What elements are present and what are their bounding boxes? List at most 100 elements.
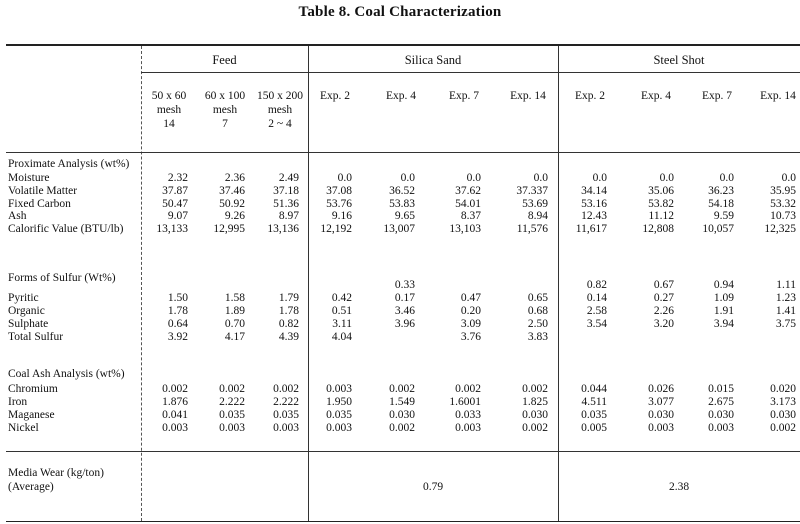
sulfur-cell: 1.89: [224, 305, 245, 317]
proximate-cell: 0.0: [466, 172, 481, 184]
proximate-cell: 9.65: [394, 210, 415, 223]
sulfur-section-heading: Forms of Sulfur (Wt%): [8, 272, 116, 284]
column-header-6-line1: Exp. 14: [510, 90, 546, 102]
proximate-cell: 2.36: [224, 172, 245, 184]
ash-cell: 0.026: [648, 383, 674, 395]
proximate-cell: 53.16: [581, 197, 607, 210]
sulfur-row-label: Organic: [8, 305, 45, 317]
ash-cell: 4.511: [581, 396, 607, 408]
ash-cell: 0.030: [770, 409, 796, 421]
ash-cell: 0.020: [770, 383, 796, 395]
proximate-cell: 50.47: [162, 197, 188, 210]
sulfur-cell: 1.09: [713, 292, 734, 304]
proximate-cell: 0.0: [400, 172, 415, 184]
proximate-cell: 11.12: [648, 210, 674, 223]
ash-cell: 0.003: [455, 422, 481, 434]
group-header-rule: [141, 72, 800, 73]
proximate-cell: 9.59: [713, 210, 734, 223]
sulfur-pre-value-7: 0.82: [586, 279, 607, 291]
sulfur-cell: 3.09: [460, 318, 481, 330]
proximate-row-label: Ash: [8, 210, 27, 223]
ash-section-heading: Coal Ash Analysis (wt%): [8, 368, 125, 380]
column-header-2-line3: 2 ~ 4: [268, 118, 292, 130]
proximate-cell: 53.82: [648, 197, 674, 210]
column-header-2-line2: mesh: [267, 104, 293, 116]
column-header-0-line2: mesh: [156, 104, 182, 116]
sulfur-cell: 0.64: [167, 318, 188, 330]
sulfur-cell: 0.68: [527, 305, 548, 317]
ash-cell: 1.6001: [449, 396, 481, 408]
sulfur-pre-value-4: 0.33: [394, 279, 415, 291]
media-wear-average-label: (Average): [8, 481, 54, 493]
ash-cell: 0.002: [389, 383, 415, 395]
sulfur-cell: 4.17: [224, 331, 245, 343]
proximate-cell: 53.76: [326, 197, 352, 210]
sulfur-cell: 0.51: [331, 305, 352, 317]
proximate-cell: 13,007: [383, 223, 415, 236]
header-bottom-rule: [6, 152, 800, 153]
ash-row-label: Iron: [8, 396, 28, 408]
ash-row-label: Chromium: [8, 383, 58, 395]
proximate-cell: 37.62: [455, 184, 481, 197]
sulfur-cell: 0.27: [653, 292, 674, 304]
sulfur-cell: 0.47: [460, 292, 481, 304]
ash-row-label: Nickel: [8, 422, 39, 434]
proximate-row-label: Volatile Matter: [8, 184, 78, 197]
sulfur-cell: 0.65: [527, 292, 548, 304]
group-steel-shot: Steel Shot: [653, 53, 705, 67]
ash-cell: 2.222: [273, 396, 299, 408]
sulfur-cell: 0.82: [278, 318, 299, 330]
column-header-7-line1: Exp. 2: [574, 90, 606, 102]
feed-silica-divider: [308, 46, 309, 521]
proximate-cell: 37.18: [273, 184, 299, 197]
proximate-cell: 12.43: [581, 210, 607, 223]
sulfur-cell: 3.20: [653, 318, 674, 330]
group-feed: Feed: [212, 53, 237, 67]
proximate-cell: 2.49: [278, 172, 299, 184]
ash-cell: 0.003: [648, 422, 674, 434]
ash-row-label: Maganese: [8, 409, 55, 421]
proximate-cell: 9.16: [331, 210, 352, 223]
ash-cell: 0.003: [326, 422, 352, 434]
proximate-cell: 53.83: [389, 197, 415, 210]
ash-cell: 0.030: [708, 409, 734, 421]
ash-cell: 0.003: [162, 422, 188, 434]
proximate-cell: 54.18: [708, 197, 734, 210]
proximate-row-label: Fixed Carbon: [8, 197, 71, 210]
proximate-cell: 13,133: [156, 223, 188, 236]
sulfur-cell: 3.96: [394, 318, 415, 330]
ash-cell: 0.003: [326, 383, 352, 395]
ash-cell: 0.002: [522, 422, 548, 434]
ash-cell: 0.041: [162, 409, 188, 421]
proximate-cell: 37.87: [162, 184, 188, 197]
sulfur-cell: 3.46: [394, 305, 415, 317]
sulfur-cell: 3.54: [586, 318, 607, 330]
column-header-4-line1: Exp. 4: [385, 90, 417, 102]
sulfur-pre-value-10: 1.11: [776, 279, 796, 291]
column-header-9-line1: Exp. 7: [701, 90, 733, 102]
sulfur-cell: 3.83: [527, 331, 548, 343]
ash-cell: 0.003: [219, 422, 245, 434]
proximate-cell: 8.97: [278, 210, 299, 223]
ash-cell: 0.033: [455, 409, 481, 421]
ash-cell: 0.044: [581, 383, 607, 395]
ash-cell: 0.002: [455, 383, 481, 395]
sulfur-cell: 1.91: [713, 305, 734, 317]
proximate-cell: 10.73: [770, 210, 796, 223]
proximate-cell: 37.337: [516, 184, 548, 197]
proximate-cell: 9.26: [224, 210, 245, 223]
ash-cell: 0.002: [219, 383, 245, 395]
column-header-1-line3: 7: [222, 118, 228, 130]
sulfur-cell: 0.14: [586, 292, 607, 304]
column-header-10-line1: Exp. 14: [760, 90, 796, 102]
proximate-cell: 0.0: [533, 172, 548, 184]
ash-cell: 0.035: [219, 409, 245, 421]
proximate-cell: 11,576: [516, 223, 548, 236]
proximate-cell: 12,325: [764, 223, 796, 236]
proximate-cell: 11,617: [575, 223, 607, 236]
ash-cell: 0.002: [162, 383, 188, 395]
media-wear-label: Media Wear (kg/ton): [8, 467, 104, 479]
sulfur-cell: 0.70: [224, 318, 245, 330]
proximate-cell: 12,192: [320, 223, 352, 236]
proximate-cell: 13,136: [267, 223, 299, 236]
